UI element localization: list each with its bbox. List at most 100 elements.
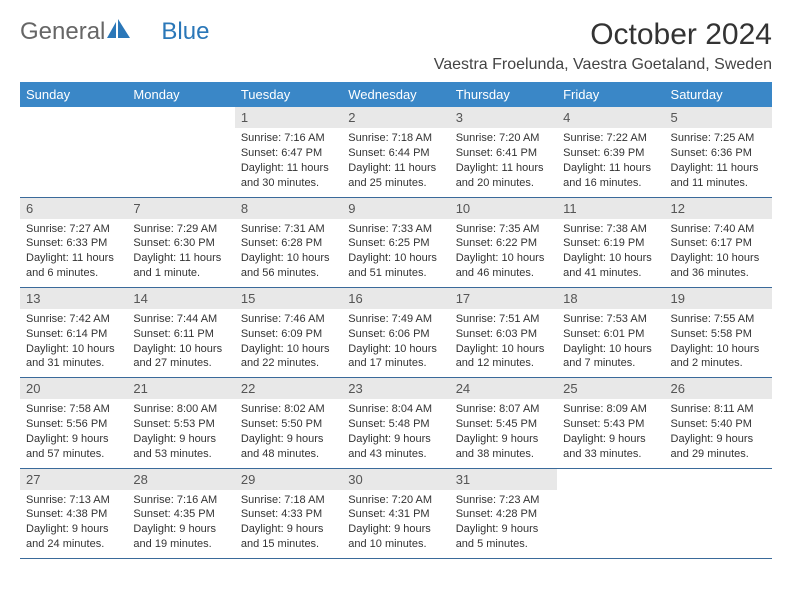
day-number: 9 [342,198,449,219]
weekday-header: Saturday [665,82,772,107]
title-block: October 2024 Vaestra Froelunda, Vaestra … [434,18,772,74]
calendar-cell [665,468,772,558]
calendar-cell: 12Sunrise: 7:40 AMSunset: 6:17 PMDayligh… [665,197,772,287]
calendar-cell: 16Sunrise: 7:49 AMSunset: 6:06 PMDayligh… [342,287,449,377]
day-number: 3 [450,107,557,128]
calendar-cell: 21Sunrise: 8:00 AMSunset: 5:53 PMDayligh… [127,378,234,468]
calendar-cell: 22Sunrise: 8:02 AMSunset: 5:50 PMDayligh… [235,378,342,468]
calendar-cell: 25Sunrise: 8:09 AMSunset: 5:43 PMDayligh… [557,378,664,468]
logo-text-general: General [20,18,105,46]
day-number: 23 [342,378,449,399]
calendar-cell: 7Sunrise: 7:29 AMSunset: 6:30 PMDaylight… [127,197,234,287]
calendar-cell: 11Sunrise: 7:38 AMSunset: 6:19 PMDayligh… [557,197,664,287]
weekday-header-row: SundayMondayTuesdayWednesdayThursdayFrid… [20,82,772,107]
day-number: 28 [127,469,234,490]
day-number: 11 [557,198,664,219]
calendar-cell: 18Sunrise: 7:53 AMSunset: 6:01 PMDayligh… [557,287,664,377]
weekday-header: Friday [557,82,664,107]
day-details: Sunrise: 7:20 AMSunset: 6:41 PMDaylight:… [450,128,557,196]
day-details: Sunrise: 7:42 AMSunset: 6:14 PMDaylight:… [20,309,127,377]
calendar-week-row: 6Sunrise: 7:27 AMSunset: 6:33 PMDaylight… [20,197,772,287]
calendar-cell [127,107,234,197]
calendar-cell: 30Sunrise: 7:20 AMSunset: 4:31 PMDayligh… [342,468,449,558]
day-number: 30 [342,469,449,490]
calendar-cell: 13Sunrise: 7:42 AMSunset: 6:14 PMDayligh… [20,287,127,377]
day-details: Sunrise: 7:31 AMSunset: 6:28 PMDaylight:… [235,219,342,287]
day-details: Sunrise: 7:53 AMSunset: 6:01 PMDaylight:… [557,309,664,377]
calendar-cell: 19Sunrise: 7:55 AMSunset: 5:58 PMDayligh… [665,287,772,377]
day-details: Sunrise: 7:35 AMSunset: 6:22 PMDaylight:… [450,219,557,287]
day-details: Sunrise: 7:18 AMSunset: 4:33 PMDaylight:… [235,490,342,558]
calendar-cell: 14Sunrise: 7:44 AMSunset: 6:11 PMDayligh… [127,287,234,377]
day-number: 17 [450,288,557,309]
day-number: 16 [342,288,449,309]
day-number: 29 [235,469,342,490]
calendar-cell: 9Sunrise: 7:33 AMSunset: 6:25 PMDaylight… [342,197,449,287]
day-number: 19 [665,288,772,309]
day-number: 5 [665,107,772,128]
day-details: Sunrise: 7:23 AMSunset: 4:28 PMDaylight:… [450,490,557,558]
day-number: 21 [127,378,234,399]
day-details: Sunrise: 7:20 AMSunset: 4:31 PMDaylight:… [342,490,449,558]
day-details: Sunrise: 7:58 AMSunset: 5:56 PMDaylight:… [20,399,127,467]
calendar-cell: 4Sunrise: 7:22 AMSunset: 6:39 PMDaylight… [557,107,664,197]
day-details: Sunrise: 7:25 AMSunset: 6:36 PMDaylight:… [665,128,772,196]
day-details: Sunrise: 7:40 AMSunset: 6:17 PMDaylight:… [665,219,772,287]
day-number: 18 [557,288,664,309]
day-details: Sunrise: 8:04 AMSunset: 5:48 PMDaylight:… [342,399,449,467]
calendar-cell: 1Sunrise: 7:16 AMSunset: 6:47 PMDaylight… [235,107,342,197]
calendar-week-row: 1Sunrise: 7:16 AMSunset: 6:47 PMDaylight… [20,107,772,197]
calendar-cell: 2Sunrise: 7:18 AMSunset: 6:44 PMDaylight… [342,107,449,197]
calendar-body: 1Sunrise: 7:16 AMSunset: 6:47 PMDaylight… [20,107,772,559]
day-details: Sunrise: 7:13 AMSunset: 4:38 PMDaylight:… [20,490,127,558]
day-number: 6 [20,198,127,219]
calendar-table: SundayMondayTuesdayWednesdayThursdayFrid… [20,82,772,559]
day-details: Sunrise: 7:55 AMSunset: 5:58 PMDaylight:… [665,309,772,377]
calendar-cell [20,107,127,197]
calendar-cell: 27Sunrise: 7:13 AMSunset: 4:38 PMDayligh… [20,468,127,558]
day-details: Sunrise: 7:44 AMSunset: 6:11 PMDaylight:… [127,309,234,377]
day-details: Sunrise: 7:27 AMSunset: 6:33 PMDaylight:… [20,219,127,287]
weekday-header: Sunday [20,82,127,107]
day-details: Sunrise: 7:18 AMSunset: 6:44 PMDaylight:… [342,128,449,196]
day-details: Sunrise: 7:49 AMSunset: 6:06 PMDaylight:… [342,309,449,377]
day-number: 7 [127,198,234,219]
day-number: 13 [20,288,127,309]
calendar-cell: 10Sunrise: 7:35 AMSunset: 6:22 PMDayligh… [450,197,557,287]
day-number: 25 [557,378,664,399]
weekday-header: Monday [127,82,234,107]
day-number: 20 [20,378,127,399]
day-number: 14 [127,288,234,309]
sails-icon [107,18,133,46]
weekday-header: Tuesday [235,82,342,107]
day-number: 24 [450,378,557,399]
day-number: 8 [235,198,342,219]
day-details: Sunrise: 7:29 AMSunset: 6:30 PMDaylight:… [127,219,234,287]
calendar-cell: 31Sunrise: 7:23 AMSunset: 4:28 PMDayligh… [450,468,557,558]
day-number: 4 [557,107,664,128]
calendar-cell: 6Sunrise: 7:27 AMSunset: 6:33 PMDaylight… [20,197,127,287]
day-number: 27 [20,469,127,490]
calendar-cell: 15Sunrise: 7:46 AMSunset: 6:09 PMDayligh… [235,287,342,377]
day-details: Sunrise: 7:22 AMSunset: 6:39 PMDaylight:… [557,128,664,196]
logo-text-blue: Blue [161,18,209,46]
day-number: 12 [665,198,772,219]
calendar-cell: 5Sunrise: 7:25 AMSunset: 6:36 PMDaylight… [665,107,772,197]
calendar-week-row: 13Sunrise: 7:42 AMSunset: 6:14 PMDayligh… [20,287,772,377]
day-number: 26 [665,378,772,399]
day-details: Sunrise: 8:02 AMSunset: 5:50 PMDaylight:… [235,399,342,467]
weekday-header: Wednesday [342,82,449,107]
calendar-week-row: 27Sunrise: 7:13 AMSunset: 4:38 PMDayligh… [20,468,772,558]
day-number: 15 [235,288,342,309]
day-details: Sunrise: 8:11 AMSunset: 5:40 PMDaylight:… [665,399,772,467]
calendar-cell: 26Sunrise: 8:11 AMSunset: 5:40 PMDayligh… [665,378,772,468]
calendar-cell: 29Sunrise: 7:18 AMSunset: 4:33 PMDayligh… [235,468,342,558]
calendar-cell: 24Sunrise: 8:07 AMSunset: 5:45 PMDayligh… [450,378,557,468]
calendar-cell: 17Sunrise: 7:51 AMSunset: 6:03 PMDayligh… [450,287,557,377]
day-number: 31 [450,469,557,490]
day-number: 2 [342,107,449,128]
day-details: Sunrise: 7:51 AMSunset: 6:03 PMDaylight:… [450,309,557,377]
weekday-header: Thursday [450,82,557,107]
day-details: Sunrise: 7:38 AMSunset: 6:19 PMDaylight:… [557,219,664,287]
day-details: Sunrise: 7:46 AMSunset: 6:09 PMDaylight:… [235,309,342,377]
